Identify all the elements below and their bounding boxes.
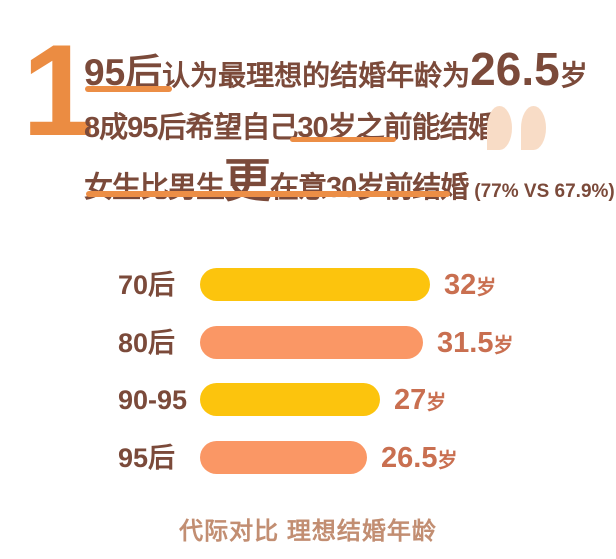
line2-prefix: 8成95后希望自己 <box>84 112 298 144</box>
headline-suffix: 岁 <box>559 60 588 91</box>
underline-line3 <box>86 191 450 197</box>
line3-suffix: 在意30岁前结婚 <box>270 172 469 204</box>
category-label: 70后 <box>118 270 176 300</box>
headline-line1: 95后认为最理想的结婚年龄为26.5岁 <box>84 42 588 96</box>
value-unit: 岁 <box>437 450 458 472</box>
headline-text: 认为最理想的结婚年龄为 <box>162 60 471 91</box>
bar <box>200 441 367 474</box>
value-label: 31.5岁 <box>437 326 513 365</box>
line3-percent-note: (77% VS 67.9%) <box>474 181 615 202</box>
quote-mark-left <box>487 106 512 150</box>
value-label: 27岁 <box>394 383 446 422</box>
section-number: 1 <box>22 17 95 163</box>
chart-caption: 代际对比 理想结婚年龄 <box>179 518 437 545</box>
bar <box>200 268 430 301</box>
chart-row: 80后 31.5岁 <box>0 326 616 360</box>
line3-emphasis: 更 <box>224 154 271 207</box>
underline-30-before <box>290 137 396 142</box>
value-number: 27 <box>394 384 427 416</box>
value-unit: 岁 <box>493 335 514 357</box>
line2-suffix: 能结婚 <box>411 112 497 144</box>
headline-big-number: 26.5 <box>470 43 560 95</box>
value-unit: 岁 <box>476 277 497 299</box>
headline-line3: 女生比男生更在意30岁前结婚 (77% VS 67.9%) <box>84 142 615 211</box>
quote-mark-right <box>521 106 546 150</box>
closing-double-quote-icon <box>487 106 546 150</box>
bar <box>200 383 380 416</box>
underline-95hou <box>85 86 172 92</box>
category-label: 90-95 <box>118 385 188 415</box>
chart-row: 70后 32岁 <box>0 268 616 302</box>
chart-row: 95后 26.5岁 <box>0 441 616 475</box>
line3-prefix: 女生比男生 <box>84 172 225 204</box>
value-number: 31.5 <box>437 327 494 359</box>
value-label: 32岁 <box>444 268 496 307</box>
category-label: 80后 <box>118 328 176 358</box>
value-number: 32 <box>444 269 477 301</box>
value-number: 26.5 <box>381 442 438 474</box>
category-label: 95后 <box>118 443 176 473</box>
bar <box>200 326 423 359</box>
value-label: 26.5岁 <box>381 441 457 480</box>
chart-row: 90-95 27岁 <box>0 383 616 417</box>
value-unit: 岁 <box>426 392 447 414</box>
